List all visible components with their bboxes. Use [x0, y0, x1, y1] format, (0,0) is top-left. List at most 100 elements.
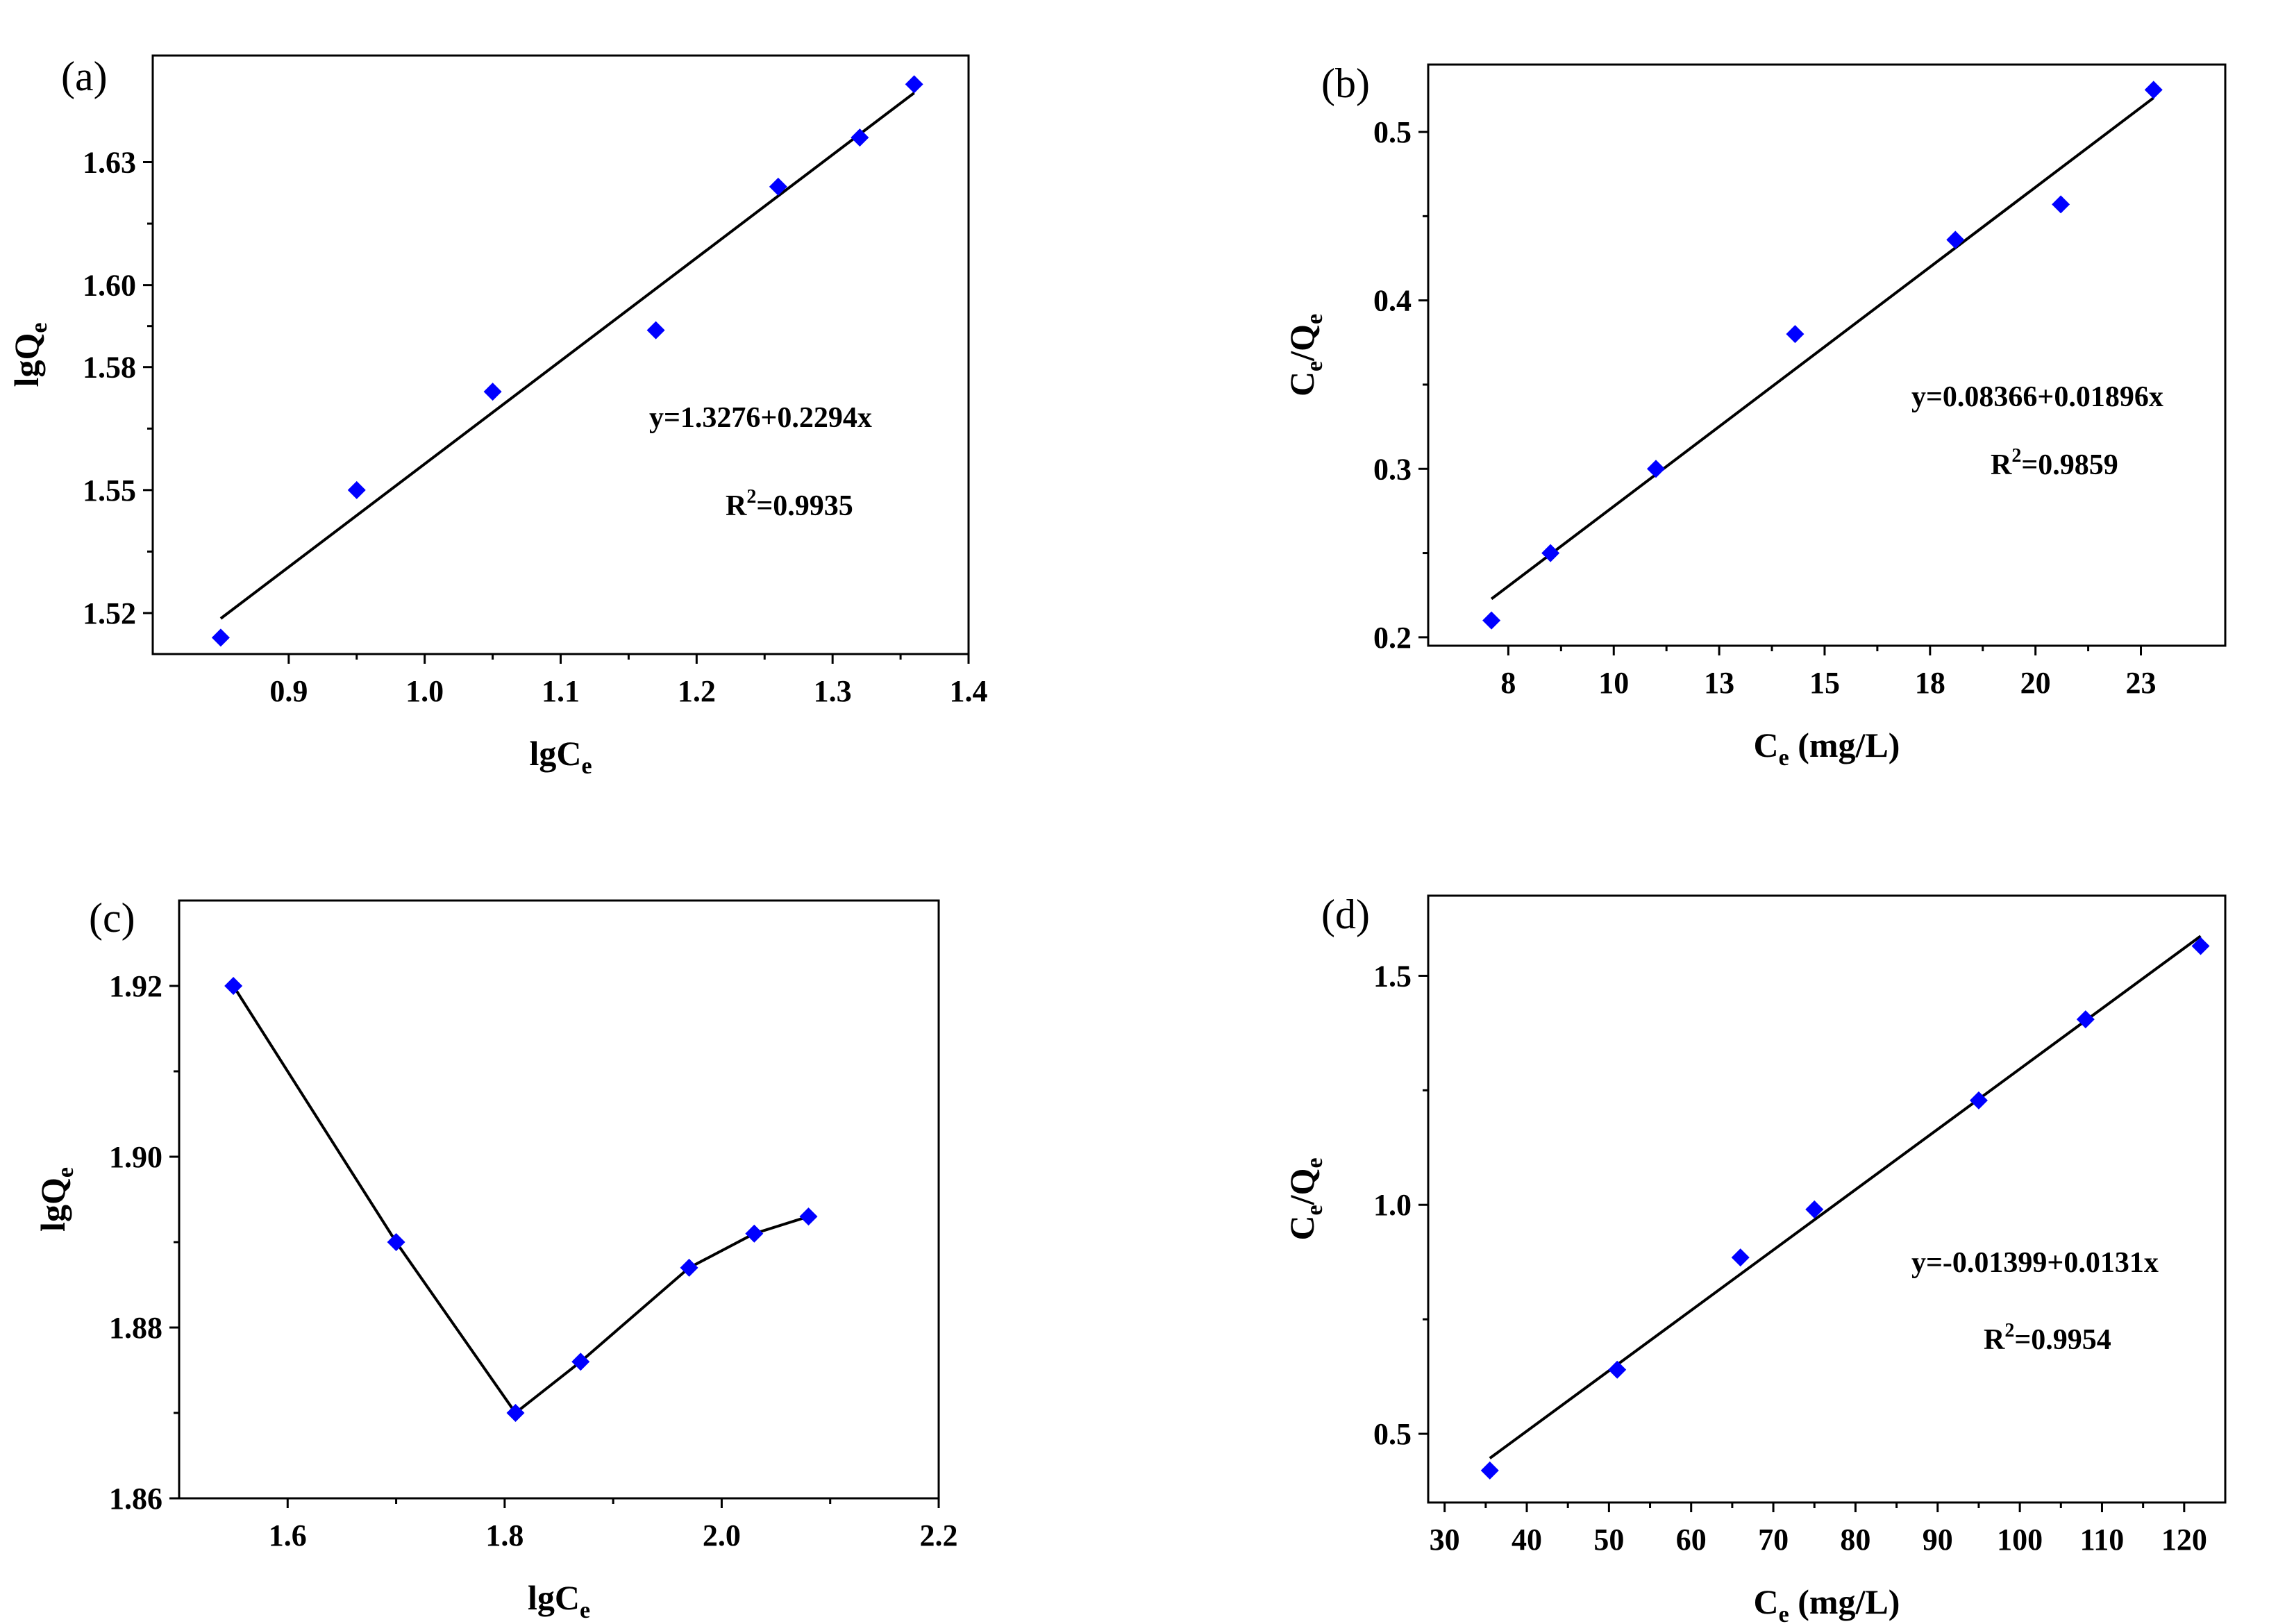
x-tick-label: 1.0 [405, 674, 444, 708]
x-axis-title-sub: e [1779, 1602, 1789, 1624]
x-tick-label: 13 [1704, 666, 1734, 700]
r-squared-sup: 2 [2011, 445, 2021, 467]
y-axis-title-sub: e [1302, 1205, 1328, 1215]
fit-line [1490, 97, 2154, 601]
panel-label: (d) [1321, 891, 1370, 937]
fit-line [1489, 935, 2202, 1459]
x-axis-title-rest: (mg/L) [1789, 726, 1900, 764]
data-point [1608, 1360, 1627, 1379]
x-axis-title-main: C [1754, 726, 1779, 764]
x-tick-label: 50 [1593, 1523, 1624, 1557]
y-axis-title-rest: /Q [1282, 1169, 1321, 1206]
x-axis-title-rest: (mg/L) [1789, 1582, 1900, 1621]
x-tick-label: 20 [2020, 666, 2051, 700]
data-point [1946, 231, 1965, 249]
y-axis-title: lgQe [7, 323, 52, 387]
x-tick-label: 80 [1840, 1523, 1870, 1557]
x-tick-label: 1.1 [542, 674, 580, 708]
y-axis-title: lgQe [33, 1167, 78, 1232]
data-point [571, 1353, 590, 1371]
data-point [1482, 611, 1501, 630]
y-tick-label: 1.52 [83, 596, 136, 630]
data-point [2076, 1010, 2095, 1029]
r-squared-prefix: R [1984, 1324, 2005, 1356]
r-squared-value: =0.9954 [2014, 1324, 2111, 1356]
x-tick-label: 15 [1809, 666, 1840, 700]
x-tick-label: 8 [1500, 666, 1516, 700]
y-tick-label: 1.60 [83, 269, 136, 303]
x-axis-title-sub: e [1779, 745, 1789, 771]
fit-equation: y=0.08366+0.01896x [1911, 381, 2163, 413]
data-point [1541, 544, 1560, 562]
y-axis-title-rest: /Q [1282, 324, 1321, 362]
data-point [2052, 195, 2070, 214]
series-line [232, 985, 810, 1415]
data-point [387, 1233, 405, 1251]
x-tick-label: 1.4 [950, 674, 988, 708]
x-axis-title-main: lgC [528, 1578, 580, 1617]
plot-frame [1427, 894, 2227, 1504]
panel-label: (a) [61, 53, 108, 99]
chart-d: 30 40 50 60 70 80 90 100 110 120 0.5 1.0 1.5 Ce (mg/L… [1282, 891, 2227, 1624]
x-tick-label: 1.2 [678, 674, 716, 708]
x-tick-label: 23 [2126, 666, 2157, 700]
fit-line [219, 92, 915, 620]
x-tick-label: 2.0 [703, 1518, 741, 1552]
data-point [646, 321, 665, 340]
data-point [506, 1404, 525, 1422]
x-tick-label: 100 [1997, 1523, 2043, 1557]
data-point [799, 1207, 818, 1226]
y-axis-title-sub2: e [1302, 1157, 1328, 1168]
data-point [211, 628, 230, 647]
r-squared: R2=0.9954 [1984, 1320, 2111, 1356]
x-tick-label: 1.3 [814, 674, 852, 708]
y-axis-title-main: lgQ [33, 1178, 72, 1232]
x-axis-title: lgCe [528, 1578, 590, 1623]
chart-b: 8 10 13 15 18 20 230.20.30.40.5Ce (mg/L)Ce/Qe(… [1282, 60, 2227, 771]
data-point [1969, 1091, 1988, 1110]
x-axis-title-main: lgC [529, 734, 581, 773]
data-point [745, 1224, 764, 1243]
x-tick-label: 60 [1676, 1523, 1707, 1557]
y-axis-title: Ce/Qe [1282, 314, 1328, 396]
data-point [1480, 1461, 1499, 1480]
x-tick-label: 110 [2080, 1523, 2125, 1557]
y-tick-label: 0.4 [1373, 284, 1412, 318]
x-axis-title-sub: e [581, 753, 592, 779]
x-tick-label: 2.2 [920, 1518, 958, 1552]
chart-a: 0.9 1.0 1.1 1.2 1.3 1.4 1.52 1.55 1.58 1.60 1.63 lg… [7, 53, 988, 779]
x-tick-label: 120 [2161, 1523, 2207, 1557]
x-tick-label: 90 [1923, 1523, 1953, 1557]
x-axis-title: lgCe [529, 734, 592, 779]
x-tick-label: 70 [1758, 1523, 1789, 1557]
y-tick-label: 1.90 [109, 1140, 162, 1174]
data-point [905, 75, 923, 94]
y-tick-label: 1.0 [1373, 1188, 1412, 1222]
data-point [851, 128, 869, 147]
y-axis-title-main: C [1282, 1215, 1321, 1240]
y-axis-title-sub: e [1302, 361, 1328, 371]
r-squared-prefix: R [1991, 449, 2012, 481]
y-axis-title-sub2: e [1302, 314, 1328, 324]
y-tick-label: 1.5 [1373, 959, 1412, 993]
r-squared-sup: 2 [2004, 1320, 2014, 1341]
y-tick-label: 0.3 [1373, 452, 1412, 486]
y-tick-label: 0.5 [1373, 1417, 1412, 1451]
panel-label: (b) [1321, 60, 1370, 106]
y-tick-label: 1.63 [83, 146, 136, 180]
fit-equation: y=1.3276+0.2294x [649, 402, 872, 434]
r-squared-value: =0.9859 [2021, 449, 2118, 481]
x-axis-title: Ce (mg/L) [1754, 1582, 1900, 1624]
r-squared: R2=0.9859 [1991, 445, 2118, 481]
y-tick-label: 0.2 [1373, 621, 1412, 655]
panel-label: (c) [89, 895, 135, 941]
data-point [224, 977, 243, 995]
y-axis-title-main: lgQ [7, 333, 46, 387]
y-tick-label: 1.92 [109, 969, 162, 1003]
y-tick-label: 1.55 [83, 474, 136, 508]
plot-frame [1427, 63, 2227, 647]
data-point [769, 177, 787, 196]
x-axis-title-main: C [1754, 1582, 1779, 1621]
y-axis-title: Ce/Qe [1282, 1157, 1328, 1240]
